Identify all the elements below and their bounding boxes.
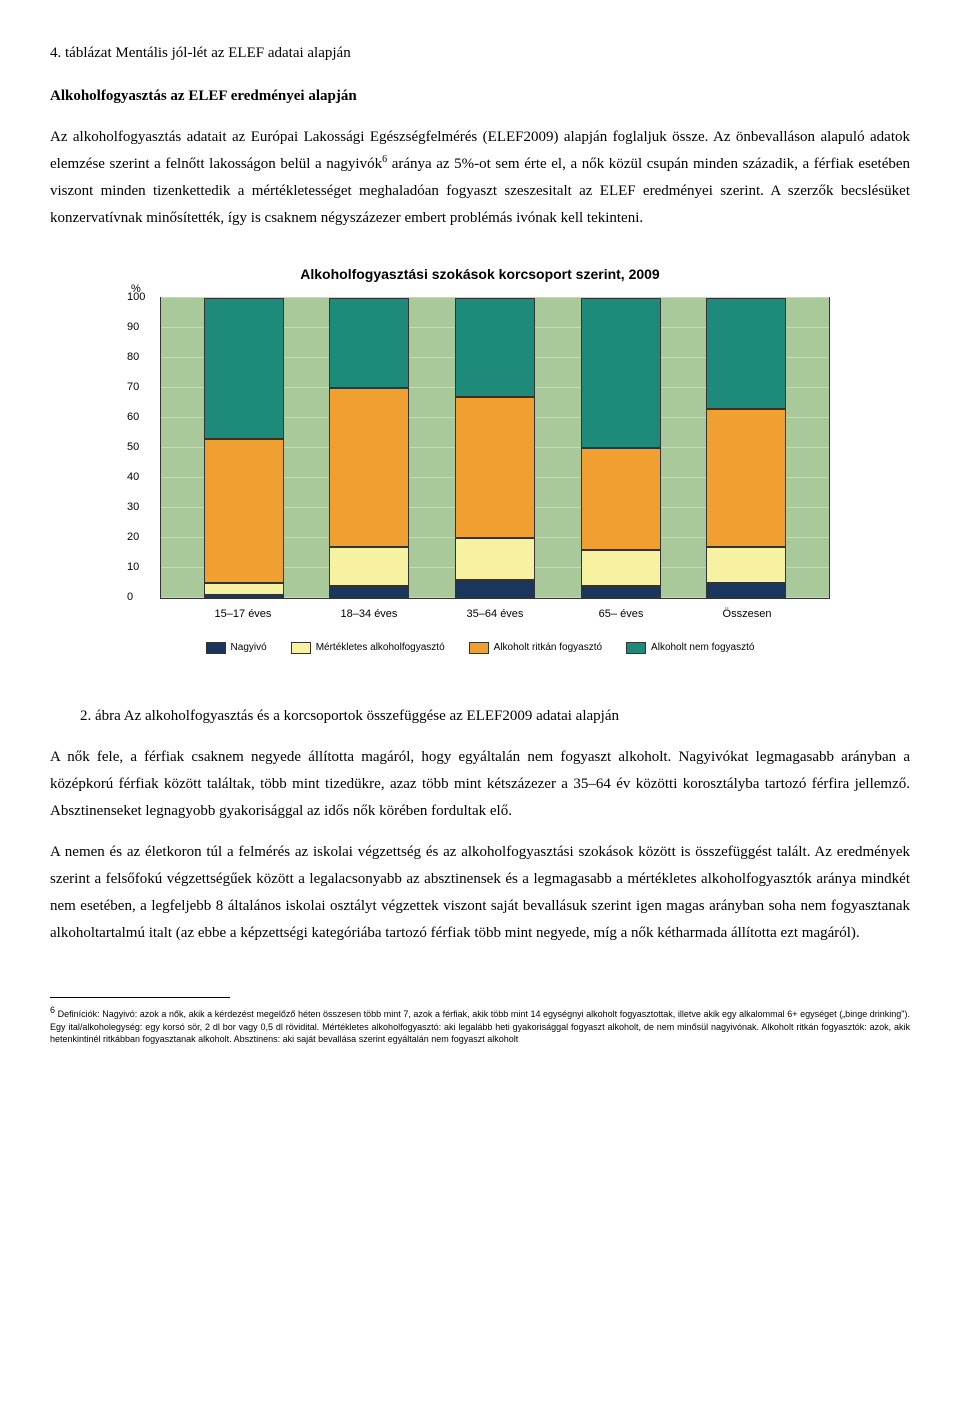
legend-swatch	[291, 642, 311, 654]
bar-segment-mertekletes	[204, 583, 284, 595]
legend-swatch	[206, 642, 226, 654]
table-caption: 4. táblázat Mentális jól-lét az ELEF ada…	[50, 40, 910, 67]
figure-caption: 2. ábra Az alkoholfogyasztás és a korcso…	[80, 703, 910, 730]
paragraph-1: Az alkoholfogyasztás adatait az Európai …	[50, 124, 910, 232]
footnote-separator	[50, 997, 230, 998]
bar-segment-nagyivo	[455, 580, 535, 598]
bar-segment-nem	[706, 298, 786, 409]
y-tick-label: 50	[127, 438, 139, 458]
bar-segment-nagyivo	[581, 586, 661, 598]
y-tick-label: 70	[127, 378, 139, 398]
chart-plot-area: % 0102030405060708090100	[160, 297, 830, 599]
bar-group	[329, 298, 409, 598]
bar-segment-mertekletes	[581, 550, 661, 586]
bar-segment-nagyivo	[706, 583, 786, 598]
chart-container: Alkoholfogyasztási szokások korcsoport s…	[104, 252, 856, 673]
legend-swatch	[626, 642, 646, 654]
bar-segment-ritkan	[204, 439, 284, 583]
bar-segment-ritkan	[455, 397, 535, 538]
x-tick-label: Összesen	[707, 605, 787, 625]
legend-item: Nagyivó	[206, 639, 267, 657]
y-tick-label: 30	[127, 498, 139, 518]
paragraph-2: A nők fele, a férfiak csaknem negyede ál…	[50, 744, 910, 825]
bar-group	[706, 298, 786, 598]
bar-segment-mertekletes	[706, 547, 786, 583]
y-tick-label: 100	[127, 288, 145, 308]
y-tick-label: 60	[127, 408, 139, 428]
chart-title: Alkoholfogyasztási szokások korcsoport s…	[120, 262, 840, 287]
bar-segment-mertekletes	[455, 538, 535, 580]
bar-segment-nagyivo	[204, 595, 284, 598]
x-tick-label: 18–34 éves	[329, 605, 409, 625]
legend-swatch	[469, 642, 489, 654]
y-tick-label: 0	[127, 588, 133, 608]
paragraph-3: A nemen és az életkoron túl a felmérés a…	[50, 839, 910, 947]
y-tick-label: 10	[127, 558, 139, 578]
x-tick-label: 65– éves	[581, 605, 661, 625]
legend-item: Mértékletes alkoholfogyasztó	[291, 639, 445, 657]
footnote-6: 6 Definíciók: Nagyivó: azok a nők, akik …	[50, 1004, 910, 1046]
bar-group	[455, 298, 535, 598]
bar-segment-mertekletes	[329, 547, 409, 586]
x-tick-label: 35–64 éves	[455, 605, 535, 625]
legend-label: Nagyivó	[231, 639, 267, 657]
legend-label: Alkoholt nem fogyasztó	[651, 639, 754, 657]
legend-item: Alkoholt nem fogyasztó	[626, 639, 754, 657]
y-tick-label: 80	[127, 348, 139, 368]
bar-segment-nem	[329, 298, 409, 388]
chart-legend: Nagyivó Mértékletes alkoholfogyasztó Alkoh…	[120, 639, 840, 657]
legend-label: Mértékletes alkoholfogyasztó	[316, 639, 445, 657]
bar-group	[204, 298, 284, 598]
bar-group	[581, 298, 661, 598]
y-tick-label: 40	[127, 468, 139, 488]
legend-item: Alkoholt ritkán fogyasztó	[469, 639, 602, 657]
footnote-text: Definíciók: Nagyivó: azok a nők, akik a …	[50, 1009, 910, 1044]
legend-label: Alkoholt ritkán fogyasztó	[494, 639, 602, 657]
bar-segment-ritkan	[581, 448, 661, 550]
bar-segment-ritkan	[706, 409, 786, 547]
section-heading: Alkoholfogyasztás az ELEF eredményei ala…	[50, 83, 910, 110]
bar-segment-nem	[455, 298, 535, 397]
bar-segment-nem	[581, 298, 661, 448]
bar-segment-nagyivo	[329, 586, 409, 598]
y-tick-label: 90	[127, 318, 139, 338]
x-tick-label: 15–17 éves	[203, 605, 283, 625]
bar-segment-nem	[204, 298, 284, 439]
x-axis-labels: 15–17 éves 18–34 éves 35–64 éves 65– éves Ös…	[160, 599, 830, 625]
y-tick-label: 20	[127, 528, 139, 548]
bar-segment-ritkan	[329, 388, 409, 547]
